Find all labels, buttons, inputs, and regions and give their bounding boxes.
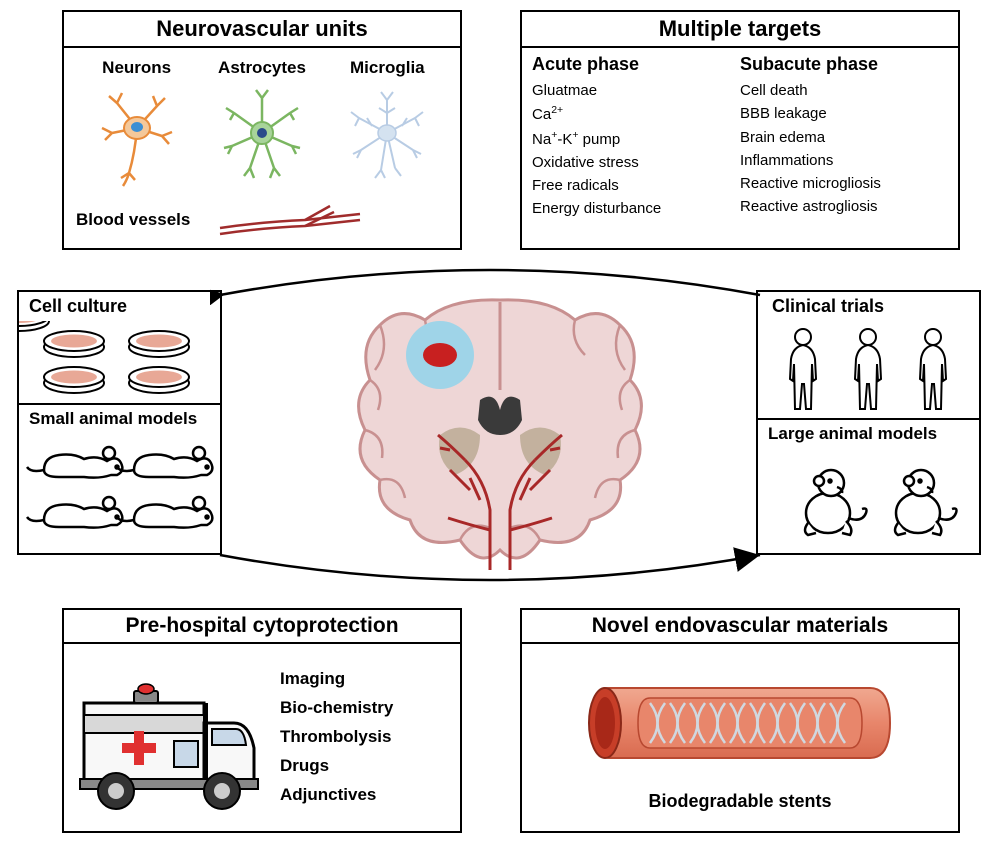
nvu-body: Neurons Astrocytes [64, 48, 460, 199]
nvu-title: Neurovascular units [64, 12, 460, 48]
top-arrow [210, 255, 770, 305]
astrocyte-label: Astrocytes [200, 58, 324, 78]
large-animal-panel: Large animal models [756, 420, 981, 555]
subacute-item: Reactive microgliosis [740, 172, 948, 195]
neuron-icon [87, 78, 187, 188]
neurovascular-units-panel: Neurovascular units Neurons [62, 10, 462, 250]
mice-icon [19, 433, 219, 543]
clinical-title: Clinical trials [758, 292, 979, 321]
multiple-targets-panel: Multiple targets Acute phase Gluatmae Ca… [520, 10, 960, 250]
ambulance-icon [64, 653, 274, 823]
targets-body: Acute phase Gluatmae Ca2+ Na+-K+ pump Ox… [522, 48, 958, 227]
small-animal-panel: Small animal models [17, 405, 222, 555]
targets-title: Multiple targets [522, 12, 958, 48]
prehosp-item: Imaging [280, 665, 393, 694]
endovasc-title: Novel endovascular materials [522, 610, 958, 644]
stent-caption: Biodegradable stents [648, 791, 831, 812]
neuron-label: Neurons [75, 58, 199, 78]
blood-vessels-label: Blood vessels [76, 210, 190, 230]
acute-column: Acute phase Gluatmae Ca2+ Na+-K+ pump Ox… [532, 54, 740, 221]
prehosp-title: Pre-hospital cytoprotection [64, 610, 460, 644]
subacute-item: BBB leakage [740, 102, 948, 125]
prehosp-item: Bio-chemistry [280, 694, 393, 723]
small-animal-title: Small animal models [19, 403, 220, 433]
subacute-item: Cell death [740, 79, 948, 102]
prehosp-list: Imaging Bio-chemistry Thrombolysis Drugs… [280, 665, 393, 809]
prehosp-item: Adjunctives [280, 781, 393, 810]
subacute-heading: Subacute phase [740, 54, 948, 75]
large-animal-title: Large animal models [758, 418, 979, 448]
primates-icon [758, 448, 978, 548]
blood-vessel-icon [210, 200, 370, 240]
subacute-item: Brain edema [740, 126, 948, 149]
clinical-trials-panel: Clinical trials [756, 290, 981, 420]
subacute-column: Subacute phase Cell death BBB leakage Br… [740, 54, 948, 221]
petri-dishes-icon [19, 321, 219, 401]
acute-heading: Acute phase [532, 54, 740, 75]
cell-culture-title: Cell culture [19, 292, 220, 321]
acute-item: Oxidative stress [532, 151, 740, 174]
subacute-item: Inflammations [740, 149, 948, 172]
acute-item: Na+-K+ pump [532, 127, 740, 151]
acute-item: Free radicals [532, 174, 740, 197]
subacute-item: Reactive astrogliosis [740, 195, 948, 218]
acute-item: Energy disturbance [532, 197, 740, 220]
prehosp-item: Drugs [280, 752, 393, 781]
stent-icon [570, 663, 910, 783]
acute-item: Gluatmae [532, 79, 740, 102]
endovascular-panel: Novel endovascular materials [520, 608, 960, 833]
acute-item: Ca2+ [532, 102, 740, 126]
microglia-icon [337, 78, 437, 188]
astrocyte-icon [212, 78, 312, 188]
prehospital-panel: Pre-hospital cytoprotection [62, 608, 462, 833]
microglia-label: Microglia [325, 58, 449, 78]
humans-icon [758, 321, 978, 416]
bottom-arrow [210, 545, 770, 595]
brain-diagram [330, 280, 670, 580]
cell-culture-panel: Cell culture [17, 290, 222, 405]
prehosp-item: Thrombolysis [280, 723, 393, 752]
